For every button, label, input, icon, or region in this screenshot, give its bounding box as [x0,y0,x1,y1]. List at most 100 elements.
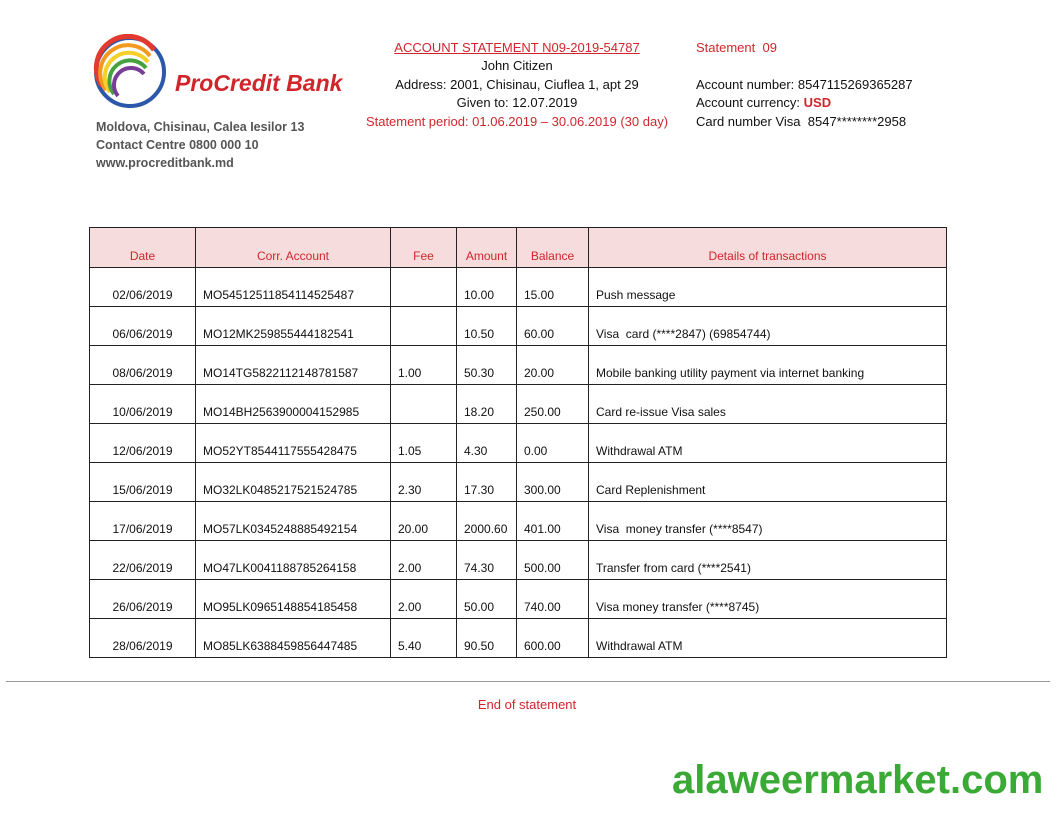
table-cell: 06/06/2019 [89,306,196,346]
header-cell: Amount [456,227,517,268]
table-cell: 1.00 [390,345,457,385]
table-cell: 26/06/2019 [89,579,196,619]
table-row: 15/06/2019 MO32LK0485217521524785 2.30 17.3… [89,462,947,502]
table-cell: 15/06/2019 [89,462,196,502]
table-cell: 74.30 [456,540,517,580]
table-cell: MO95LK0965148854185458 [195,579,391,619]
table-cell: 50.30 [456,345,517,385]
table-cell: 20.00 [390,501,457,541]
table-cell: 0.00 [516,423,589,463]
divider [6,681,1050,682]
table-row: 02/06/2019 MO54512511854114525487 10.00 15.… [89,267,947,307]
table-cell: 10.00 [456,267,517,307]
table-cell: MO57LK0345248885492154 [195,501,391,541]
logo-arc [107,58,148,96]
table-cell: Withdrawal ATM [588,423,947,463]
table-cell: MO14BH2563900004152985 [195,384,391,424]
table-cell: 28/06/2019 [89,618,196,658]
statement-title: ACCOUNT STATEMENT N09-2019-54787 [394,40,640,55]
table-body: 02/06/2019 MO54512511854114525487 10.00 15.… [89,267,947,658]
watermark: alaweermarket.com [672,758,1044,802]
statement-period: Statement period: 01.06.2019 – 30.06.201… [365,114,669,129]
table-cell: MO14TG5822112148781587 [195,345,391,385]
bank-name: ProCredit Bank [175,70,343,96]
table-cell: Withdrawal ATM [588,618,947,658]
footer: End of statement [477,697,577,712]
table-row: 10/06/2019 MO14BH2563900004152985 18.20 250… [89,384,947,424]
table-cell: 08/06/2019 [89,345,196,385]
table-cell: Visa money transfer (****8547) [588,501,947,541]
table-row: 17/06/2019 MO57LK0345248885492154 20.00 200… [89,501,947,541]
table-cell: 22/06/2019 [89,540,196,580]
table-cell: 300.00 [516,462,589,502]
table-cell: 17/06/2019 [89,501,196,541]
statement-number: Statement 09 [696,40,777,55]
table-cell: 5.40 [390,618,457,658]
bank-address: www.procreditbank.md [96,156,234,170]
header-cell: Date [89,227,196,268]
table-cell: MO32LK0485217521524785 [195,462,391,502]
table-row: 22/06/2019 MO47LK0041188785264158 2.00 74.3… [89,540,947,580]
logo-arc [93,34,157,88]
table-cell: 50.00 [456,579,517,619]
logo-arc [98,43,152,92]
table-cell: 1.05 [390,423,457,463]
bank-address: Moldova, Chisinau, Calea Iesilor 13 [96,120,305,134]
table-cell: MO12MK259855444182541 [195,306,391,346]
table-cell: Card Replenishment [588,462,947,502]
given-date: Given to: 12.07.2019 [456,95,578,110]
table-row: 08/06/2019 MO14TG5822112148781587 1.00 50.3… [89,345,947,385]
table-cell: 17.30 [456,462,517,502]
table-cell: 12/06/2019 [89,423,196,463]
table-row: 26/06/2019 MO95LK0965148854185458 2.00 50.0… [89,579,947,619]
table-cell: 740.00 [516,579,589,619]
table-cell: 90.50 [456,618,517,658]
table-cell: 600.00 [516,618,589,658]
table-row: 28/06/2019 MO85LK6388459856447485 5.40 90.5… [89,618,947,658]
table-cell: 2.00 [390,540,457,580]
bank-address: Contact Centre 0800 000 10 [96,138,259,152]
table-cell: Card re-issue Visa sales [588,384,947,424]
currency: USD [803,95,832,110]
table-cell: 15.00 [516,267,589,307]
header-cell: Fee [390,227,457,268]
table-cell [390,267,457,307]
table-cell: Push message [588,267,947,307]
table-cell: 401.00 [516,501,589,541]
table-cell [390,306,457,346]
logo-arc [112,66,146,98]
table-cell: 10.50 [456,306,517,346]
logo [93,34,166,108]
table-row: 12/06/2019 MO52YT8544117555428475 1.05 4.30… [89,423,947,463]
table-cell: 4.30 [456,423,517,463]
table-cell: MO47LK0041188785264158 [195,540,391,580]
table-cell: 02/06/2019 [89,267,196,307]
table-cell: MO85LK6388459856447485 [195,618,391,658]
table-cell: 20.00 [516,345,589,385]
table-cell: 250.00 [516,384,589,424]
header-cell: Corr. Account [195,227,391,268]
currency-label: Account currency: [696,95,801,110]
table-cell: 2.00 [390,579,457,619]
account-currency: Account currency: USD [696,95,831,110]
table-row: 06/06/2019 MO12MK259855444182541 10.50 60.0… [89,306,947,346]
client-address: Address: 2001, Chisinau, Ciuflea 1, apt … [395,77,639,92]
table-cell: 2000.60 [456,501,517,541]
logo-arc [102,50,150,94]
table-cell: 500.00 [516,540,589,580]
table-cell: Visa card (****2847) (69854744) [588,306,947,346]
table-cell: Mobile banking utility payment via inter… [588,345,947,385]
client-name: John Citizen [481,58,553,73]
table-cell: 10/06/2019 [89,384,196,424]
table-cell: 60.00 [516,306,589,346]
header-row: Date Corr. Account Fee Amount Balance Details… [89,227,947,268]
card-number: Card number Visa 8547********2958 [696,114,907,129]
header-cell: Details of transactions [588,227,947,268]
table-cell: 2.30 [390,462,457,502]
account-number: Account number: 8547115269365287 [696,77,913,92]
transactions-table: Date Corr. Account Fee Amount Balance Details… [89,227,947,658]
table-cell [390,384,457,424]
table-cell: MO54512511854114525487 [195,267,391,307]
